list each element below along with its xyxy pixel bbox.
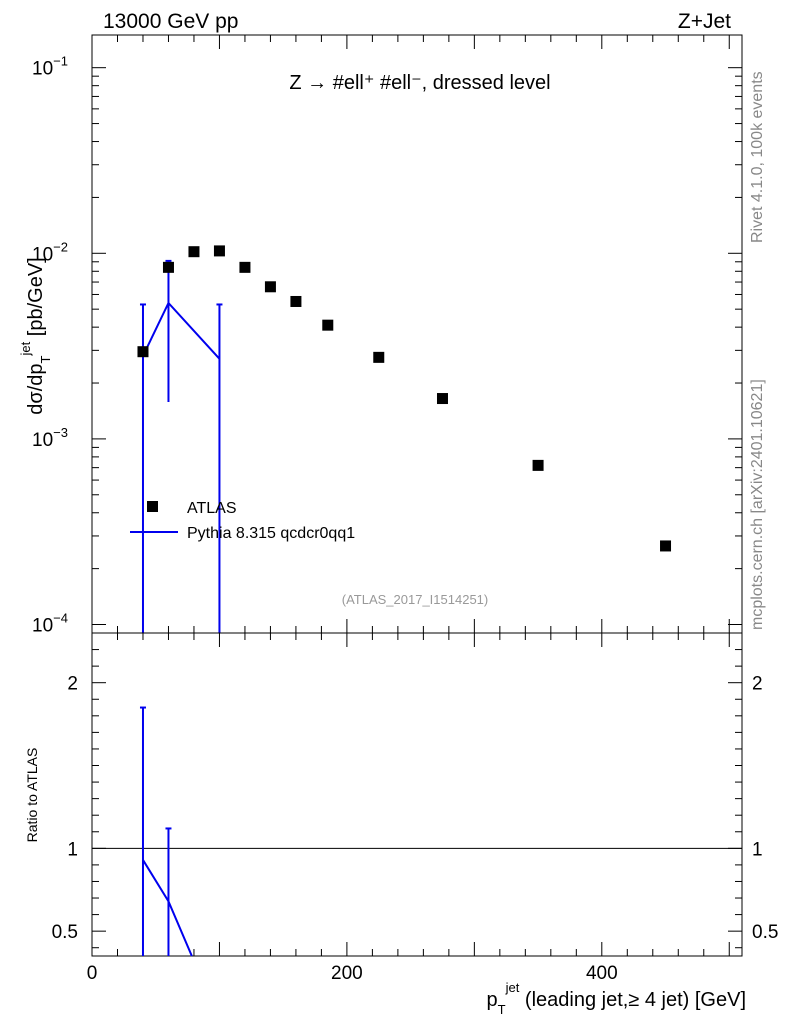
atlas-data-point — [239, 261, 251, 273]
atlas-data-point — [264, 281, 276, 293]
mc-series-ratio — [139, 706, 193, 957]
main-y-axis: 10−110−210−310−4 — [32, 54, 742, 637]
mc-series-main — [139, 259, 223, 633]
ratio-y-tick-label: 0.5 — [52, 922, 78, 943]
ylabel-part-a: dσ/dp — [25, 363, 47, 414]
main-y-tick-label: 10−1 — [32, 54, 68, 80]
atlas-data-point — [162, 261, 174, 273]
main-y-tick-label: 10−2 — [32, 239, 68, 265]
ratio-y-axis-label: Ratio to ATLAS — [24, 748, 40, 843]
ratio-y-axis: 0.5 0.5 1 1 2 2 — [52, 649, 778, 949]
chart-title: Z → #ell⁺ #ell⁻, dressed level — [289, 72, 550, 94]
atlas-data-point — [290, 295, 302, 307]
xlabel-part-a: p — [487, 989, 498, 1011]
mcplots-label: mcplots.cern.ch [arXiv:2401.10621] — [749, 379, 766, 630]
atlas-data-point — [137, 346, 149, 358]
xlabel-sub: T — [498, 1002, 506, 1017]
main-y-tick-exponent: −1 — [53, 54, 68, 69]
legend: ATLAS Pythia 8.315 qcdcr0qq1 — [130, 500, 355, 542]
legend-mc-label: Pythia 8.315 qcdcr0qq1 — [187, 525, 355, 542]
x-axis-label: pTjet (leading jet,≥ 4 jet) [GeV] — [487, 980, 746, 1017]
main-y-axis-label: dσ/dpTjet [pb/GeV] — [18, 257, 53, 414]
ratio-y-tick-label-right: 1 — [752, 839, 763, 860]
ylabel-part-b: [pb/GeV] — [25, 257, 47, 342]
legend-data-label: ATLAS — [187, 500, 237, 517]
atlas-data-point — [660, 540, 672, 552]
atlas-data-point — [373, 351, 385, 363]
analysis-label: (ATLAS_2017_I1514251) — [342, 592, 488, 607]
ratio-y-tick-label-right: 2 — [752, 674, 763, 695]
main-y-tick-base: 10 — [32, 616, 53, 637]
atlas-data-point — [213, 245, 225, 257]
ratio-y-tick-label-right: 0.5 — [752, 922, 778, 943]
ratio-plot-frame — [91, 632, 743, 957]
main-y-tick-base: 10 — [32, 430, 53, 451]
main-x-ticks — [91, 35, 730, 633]
process-label: Z+Jet — [678, 10, 731, 33]
main-y-tick-base: 10 — [32, 244, 53, 265]
legend-data-marker — [147, 501, 158, 512]
main-plot-frame — [91, 34, 743, 634]
main-y-tick-exponent: −4 — [53, 611, 68, 626]
energy-label: 13000 GeV pp — [103, 10, 238, 33]
x-tick-label: 200 — [331, 963, 363, 984]
ratio-x-axis: 0 200 400 — [87, 633, 730, 984]
main-y-tick-label: 10−3 — [32, 425, 68, 451]
main-y-tick-exponent: −2 — [53, 239, 68, 254]
xlabel-part-b: (leading jet,≥ 4 jet) [GeV] — [519, 989, 746, 1011]
x-tick-label: 400 — [586, 963, 618, 984]
mc-line — [142, 301, 221, 360]
data-series-main — [137, 245, 672, 552]
atlas-data-point — [322, 319, 334, 331]
ylabel-sup: jet — [18, 341, 33, 356]
atlas-data-point — [532, 459, 544, 471]
xlabel-sup: jet — [505, 980, 520, 995]
main-y-tick-base: 10 — [32, 59, 53, 80]
atlas-data-point — [436, 393, 448, 405]
mc-ratio-line — [142, 859, 193, 957]
ratio-y-tick-label: 1 — [67, 839, 78, 860]
atlas-data-point — [188, 246, 200, 258]
ylabel-sub: T — [38, 355, 53, 363]
x-tick-label: 0 — [87, 963, 98, 984]
main-y-tick-exponent: −3 — [53, 425, 68, 440]
main-y-tick-label: 10−4 — [32, 611, 68, 637]
rivet-label: Rivet 4.1.0, 100k events — [749, 71, 766, 243]
ratio-y-tick-label: 2 — [67, 674, 78, 695]
